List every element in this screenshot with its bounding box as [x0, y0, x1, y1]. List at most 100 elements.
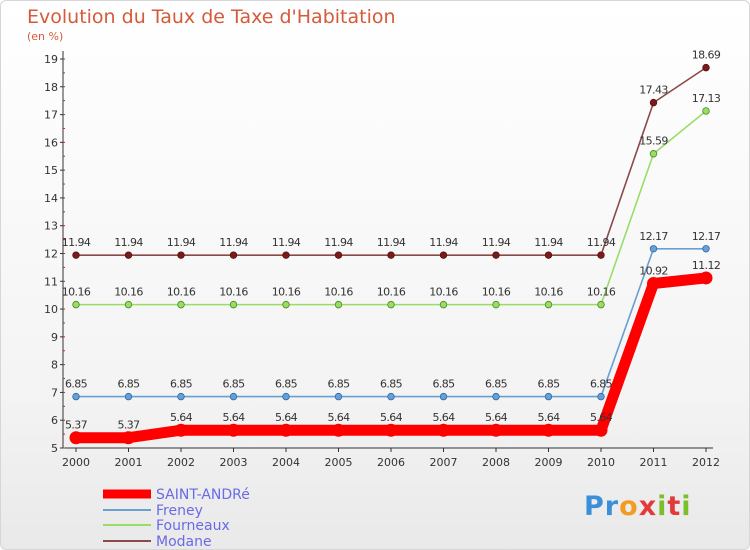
data-point — [544, 300, 553, 309]
y-tick-label: 16 — [44, 136, 58, 149]
data-point — [229, 300, 238, 309]
x-tick-label: 2005 — [325, 456, 353, 469]
data-label: 6.85 — [432, 378, 455, 391]
data-label: 5.64 — [485, 411, 508, 424]
series-line-freney — [75, 247, 707, 398]
chart-subtitle: (en %) — [27, 30, 64, 43]
x-tick-label: 2001 — [115, 456, 143, 469]
x-tick-label: 2000 — [62, 456, 90, 469]
data-point — [702, 63, 710, 72]
data-label: 11.94 — [272, 236, 301, 249]
data-label: 12.17 — [692, 230, 721, 243]
series-line-modane — [75, 66, 707, 256]
y-tick-label: 9 — [51, 331, 58, 344]
data-label: 6.85 — [275, 378, 298, 391]
x-tick-label: 2004 — [272, 456, 300, 469]
legend-label: Fourneaux — [156, 518, 230, 534]
data-point — [229, 392, 238, 401]
data-label: 5.64 — [222, 411, 245, 424]
data-point — [544, 251, 553, 259]
x-tick-label: 2011 — [640, 456, 668, 469]
y-tick-label: 5 — [51, 442, 58, 455]
data-point — [227, 423, 240, 437]
data-label: 11.94 — [324, 236, 353, 249]
data-point — [122, 431, 135, 445]
x-tick-label: 2002 — [167, 456, 195, 469]
chart-title: Evolution du Taux de Taxe d'Habitation — [27, 6, 396, 28]
data-point — [649, 150, 658, 158]
x-tick-label: 2006 — [377, 456, 405, 469]
y-tick-label: 12 — [44, 248, 58, 261]
data-point — [594, 423, 608, 437]
data-point — [597, 300, 605, 309]
data-label: 5.64 — [537, 411, 560, 424]
data-point — [124, 392, 133, 401]
logo-letter: t — [667, 491, 682, 522]
data-point — [437, 423, 450, 437]
data-label: 11.94 — [534, 236, 563, 249]
y-tick-label: 17 — [44, 109, 58, 122]
data-point — [177, 251, 185, 259]
data-point — [334, 251, 343, 259]
x-tick-label: 2009 — [535, 456, 563, 469]
data-point — [702, 107, 710, 115]
legend-label: Modane — [156, 534, 212, 550]
data-point — [649, 245, 658, 253]
x-tick-label: 2008 — [482, 456, 510, 469]
data-label: 6.85 — [485, 378, 508, 391]
x-tick-label: 2007 — [430, 456, 458, 469]
data-point — [492, 300, 500, 309]
data-point — [492, 251, 500, 259]
logo-letter: o — [619, 491, 639, 522]
data-point — [174, 423, 188, 437]
data-label: 10.16 — [167, 286, 196, 299]
y-tick-label: 7 — [51, 386, 58, 399]
data-label: 10.16 — [114, 286, 143, 299]
data-label: 11.94 — [114, 236, 143, 249]
data-point — [282, 392, 290, 401]
data-label: 10.16 — [429, 286, 458, 299]
data-label: 6.85 — [327, 378, 350, 391]
y-tick-label: 11 — [44, 275, 58, 288]
y-tick-label: 6 — [51, 414, 58, 427]
data-label: 10.16 — [587, 286, 616, 299]
data-point — [332, 423, 345, 437]
data-label: 6.85 — [590, 378, 613, 391]
data-point — [177, 392, 185, 401]
data-label: 10.16 — [324, 286, 353, 299]
y-tick-label: 13 — [44, 220, 58, 233]
logo-letter: i — [657, 491, 668, 522]
data-label: 5.64 — [432, 411, 455, 424]
data-label: 6.85 — [170, 378, 193, 391]
data-point — [439, 251, 448, 259]
data-label: 5.64 — [327, 411, 350, 424]
data-label: 5.64 — [275, 411, 298, 424]
data-point — [544, 392, 553, 401]
data-label: 17.43 — [639, 84, 668, 97]
data-point — [72, 300, 80, 309]
data-point — [229, 251, 238, 259]
y-tick-label: 8 — [51, 359, 58, 372]
data-label: 11.94 — [482, 236, 511, 249]
data-label: 11.94 — [167, 236, 196, 249]
data-point — [69, 431, 83, 445]
x-tick-label: 2003 — [220, 456, 248, 469]
logo-letter: i — [681, 491, 692, 522]
data-point — [439, 300, 448, 309]
data-point — [489, 423, 503, 437]
data-point — [72, 251, 80, 259]
data-label: 11.94 — [62, 236, 91, 249]
y-tick-label: 14 — [44, 192, 58, 205]
y-tick-label: 15 — [44, 164, 58, 177]
data-label: 15.59 — [639, 135, 668, 148]
legend-label: SAINT-ANDRé — [156, 487, 250, 503]
data-point — [647, 277, 660, 291]
data-label: 6.85 — [380, 378, 403, 391]
data-point — [492, 392, 500, 401]
data-label: 5.64 — [380, 411, 403, 424]
data-label: 10.16 — [534, 286, 563, 299]
data-label: 10.92 — [639, 265, 668, 278]
legend-label: Freney — [156, 503, 203, 519]
